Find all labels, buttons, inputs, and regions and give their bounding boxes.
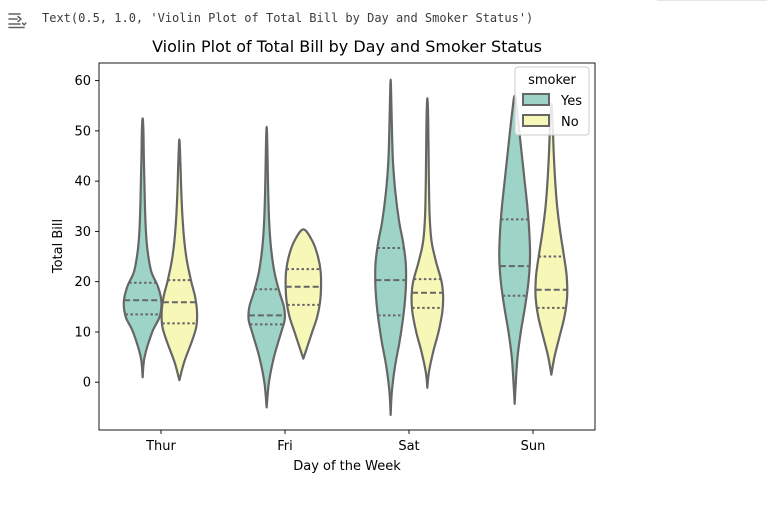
violin-body xyxy=(374,78,408,417)
y-axis-label: Total Bill xyxy=(51,219,66,274)
violin-body xyxy=(160,138,199,382)
legend-title: smoker xyxy=(528,73,576,88)
violin-yes-thur xyxy=(122,117,163,379)
legend-swatch-no xyxy=(522,114,550,127)
cell-output-text: Text(0.5, 1.0, 'Violin Plot of Total Bil… xyxy=(42,11,534,25)
violin-body xyxy=(410,97,445,389)
y-tick-label: 30 xyxy=(74,225,91,240)
violin-yes-sat xyxy=(374,78,408,417)
x-tick-label: Sat xyxy=(398,439,419,454)
x-axis-label: Day of the Week xyxy=(293,459,401,474)
chart-title: Violin Plot of Total Bill by Day and Smo… xyxy=(152,37,542,56)
violin-no-fri xyxy=(284,228,323,360)
violin-no-sat xyxy=(410,97,445,389)
legend: smoker Yes No xyxy=(514,66,590,136)
x-tick-label: Sun xyxy=(521,439,546,454)
cell-output-bar: Text(0.5, 1.0, 'Violin Plot of Total Bil… xyxy=(0,0,767,38)
axes-layer: 0 10 20 30 40 50 60 Thur Fri Sat Sun xyxy=(74,74,545,454)
x-tick-label: Thur xyxy=(145,439,176,454)
legend-label-yes: Yes xyxy=(560,94,582,109)
violin-body xyxy=(122,117,163,379)
legend-swatch-yes xyxy=(522,93,550,106)
legend-label-no: No xyxy=(561,115,579,130)
violins-layer xyxy=(122,78,569,417)
y-tick-label: 60 xyxy=(74,74,91,89)
violin-body xyxy=(284,228,323,360)
violin-no-thur xyxy=(160,138,199,382)
x-tick-label: Fri xyxy=(277,439,293,454)
y-tick-label: 50 xyxy=(74,124,91,139)
y-tick-label: 20 xyxy=(74,275,91,290)
y-tick-label: 10 xyxy=(74,325,91,340)
violin-body xyxy=(247,125,287,409)
output-collapse-icon[interactable] xyxy=(7,10,27,30)
divider xyxy=(657,0,767,1)
violin-yes-fri xyxy=(247,125,287,409)
y-tick-label: 40 xyxy=(74,175,91,190)
y-tick-label: 0 xyxy=(83,376,91,391)
